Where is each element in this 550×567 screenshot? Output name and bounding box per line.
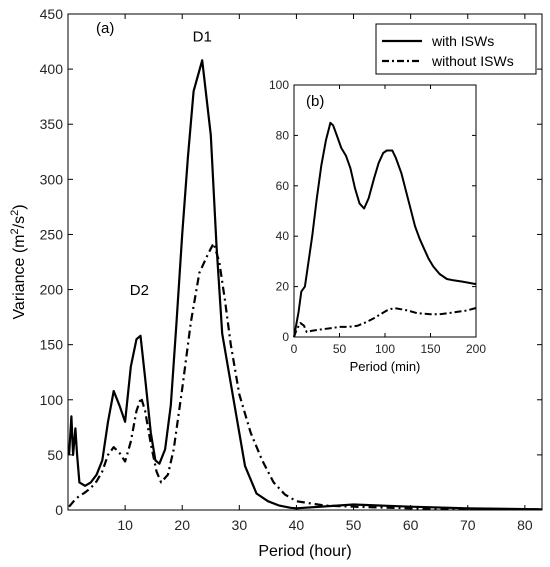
main-x-tick-label: 70 <box>460 517 476 533</box>
main-y-tick-label: 300 <box>40 171 64 187</box>
inset-series-line-without-isws <box>293 307 477 338</box>
inset-y-ticks: 0 20 40 60 80 100 <box>269 78 476 344</box>
inset-x-axis-label: Period (min) <box>350 359 421 374</box>
legend: with ISWs without ISWs <box>375 23 537 75</box>
inset-y-tick-label: 20 <box>276 280 290 294</box>
inset-plot-frame <box>293 84 477 338</box>
inset-x-tick-label: 50 <box>333 342 347 356</box>
main-series-line-without-isws <box>68 242 543 511</box>
inset-y-tick-label: 40 <box>276 229 290 243</box>
legend-label-with-isws: with ISWs <box>431 33 494 49</box>
main-x-tick-label: 80 <box>517 517 533 533</box>
main-x-tick-label: 50 <box>346 517 362 533</box>
inset-x-ticks: 0 50 100 150 200 <box>291 85 486 356</box>
main-x-tick-label: 10 <box>117 517 133 533</box>
main-x-tick-label: 30 <box>232 517 248 533</box>
annotation-d1: D1 <box>193 29 212 46</box>
main-x-axis-label: Period (hour) <box>258 543 351 560</box>
main-series <box>68 59 543 511</box>
main-y-tick-label: 450 <box>40 6 64 22</box>
legend-label-without-isws: without ISWs <box>431 53 514 69</box>
inset-x-tick-label: 0 <box>291 342 298 356</box>
main-y-tick-label: 100 <box>40 392 64 408</box>
inset-x-tick-label: 200 <box>466 342 486 356</box>
main-x-tick-label: 20 <box>174 517 190 533</box>
main-x-tick-label: 60 <box>403 517 419 533</box>
legend-box <box>375 23 537 75</box>
inset-y-tick-label: 100 <box>269 78 289 92</box>
main-y-tick-label: 400 <box>40 61 64 77</box>
inset-series <box>293 121 477 338</box>
main-y-tick-label: 350 <box>40 116 64 132</box>
inset-x-tick-label: 100 <box>375 342 395 356</box>
inset-series-line-with-isws <box>293 121 477 338</box>
inset-y-tick-label: 80 <box>276 128 290 142</box>
main-y-axis-label: Variance (m2/s2) <box>9 204 28 319</box>
main-y-tick-label: 0 <box>55 502 63 518</box>
annotation-d2: D2 <box>130 282 149 299</box>
inset-panel-label: (b) <box>306 93 324 110</box>
inset-axes: 0 50 100 150 200 0 20 40 60 80 100 Period (min) (… <box>269 78 486 374</box>
main-x-tick-label: 40 <box>289 517 305 533</box>
main-y-tick-label: 200 <box>40 282 64 298</box>
main-panel-label: (a) <box>96 20 114 37</box>
inset-y-tick-label: 0 <box>282 330 289 344</box>
main-y-tick-label: 150 <box>40 337 64 353</box>
main-y-tick-label: 250 <box>40 226 64 242</box>
main-y-tick-label: 50 <box>47 447 63 463</box>
inset-y-tick-label: 60 <box>276 179 290 193</box>
main-series-line-with-isws <box>68 59 543 511</box>
inset-x-tick-label: 150 <box>420 342 440 356</box>
